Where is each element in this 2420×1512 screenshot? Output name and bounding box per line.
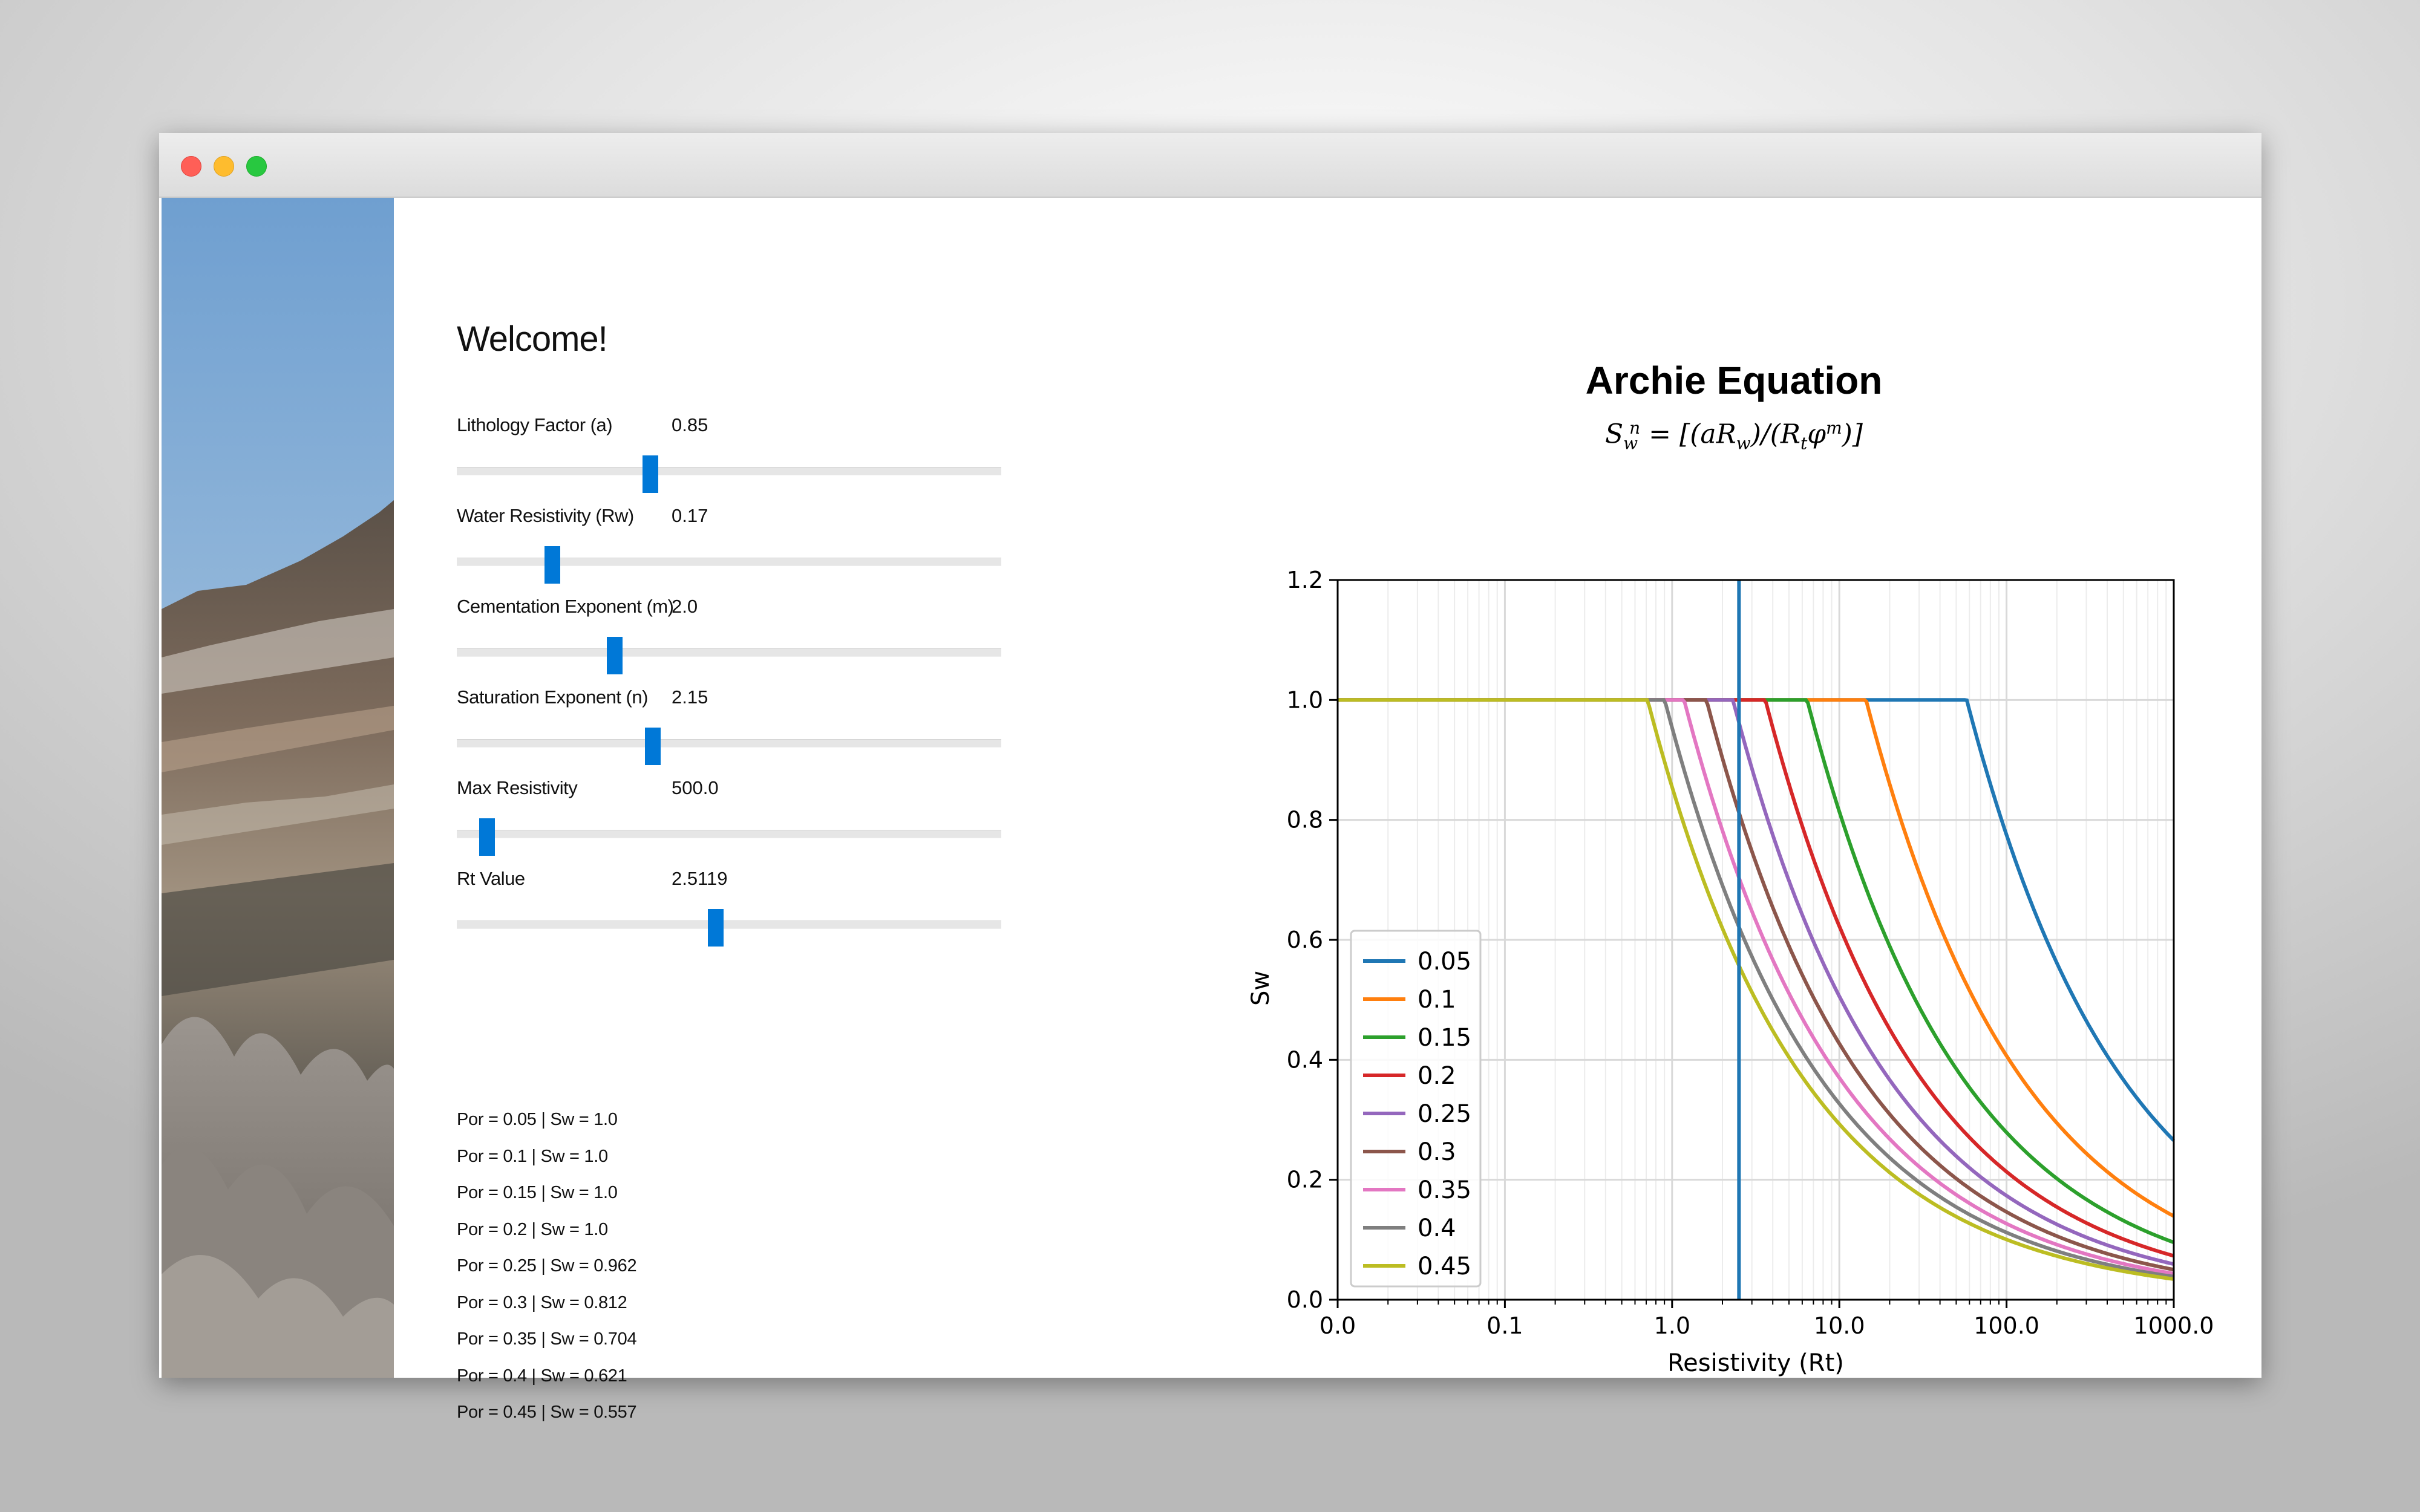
slider-value: 2.5119 xyxy=(672,868,728,889)
slider-label: Cementation Exponent (m) xyxy=(457,596,674,617)
slider-track[interactable] xyxy=(457,830,1001,838)
chart-formula: Swn = [(aRw)/(Rtφm)] xyxy=(1605,418,1863,454)
y-axis-label: Sw xyxy=(1247,971,1275,1006)
legend-label: 0.2 xyxy=(1418,1062,1456,1090)
close-window-button[interactable] xyxy=(181,156,201,177)
legend-label: 0.25 xyxy=(1418,1100,1471,1128)
slider-thumb[interactable] xyxy=(642,455,658,493)
slider-track[interactable] xyxy=(457,648,1001,657)
app-window: Welcome! Lithology Factor (a) 0.85 Water R… xyxy=(159,133,2261,1422)
slider-value: 500.0 xyxy=(672,777,719,798)
result-line: Por = 0.4 | Sw = 0.621 xyxy=(457,1366,627,1386)
legend-box xyxy=(1350,930,1482,1288)
y-tick-label: 0.0 xyxy=(1287,1286,1323,1313)
slider-water-resistivity-rw: Water Resistivity (Rw) 0.17 xyxy=(457,505,1001,584)
result-line: Por = 0.35 | Sw = 0.704 xyxy=(457,1329,637,1349)
slider-cementation-exponent-m: Cementation Exponent (m) 2.0 xyxy=(457,596,1001,674)
y-tick-label: 0.4 xyxy=(1287,1046,1323,1073)
result-line: Por = 0.05 | Sw = 1.0 xyxy=(457,1110,618,1129)
result-line: Por = 0.3 | Sw = 0.812 xyxy=(457,1292,627,1312)
slider-label: Max Resistivity xyxy=(457,777,578,798)
y-tick-label: 1.0 xyxy=(1287,686,1323,713)
welcome-heading: Welcome! xyxy=(457,319,608,359)
legend-label: 0.05 xyxy=(1418,948,1471,976)
x-tick-label: 10.0 xyxy=(1814,1312,1865,1339)
minimize-window-button[interactable] xyxy=(214,156,234,177)
y-tick-label: 0.8 xyxy=(1287,807,1323,833)
legend-label: 0.3 xyxy=(1418,1138,1456,1166)
slider-track[interactable] xyxy=(457,467,1001,475)
slider-lithology-factor-a: Lithology Factor (a) 0.85 xyxy=(457,414,1001,493)
main-content: Welcome! Lithology Factor (a) 0.85 Water R… xyxy=(394,198,2258,1422)
slider-label: Water Resistivity (Rw) xyxy=(457,505,634,526)
slider-track[interactable] xyxy=(457,558,1001,566)
result-line: Por = 0.1 | Sw = 1.0 xyxy=(457,1146,608,1166)
archie-chart: 0.0 0.1 1.0 10.0 100.0 1000.0 0.0 0.2 0.4 0.6 0.8 1… xyxy=(1247,567,2214,1377)
slider-rt-value: Rt Value 2.5119 xyxy=(457,868,1001,947)
slider-thumb[interactable] xyxy=(607,637,623,674)
slider-value: 2.15 xyxy=(672,686,708,708)
legend-label: 0.15 xyxy=(1418,1024,1471,1052)
x-tick-label: 0.0 xyxy=(1320,1312,1356,1339)
x-tick-label: 0.1 xyxy=(1486,1312,1523,1339)
slider-track[interactable] xyxy=(457,739,1001,748)
slider-track[interactable] xyxy=(457,921,1001,929)
slider-thumb[interactable] xyxy=(479,818,495,856)
landscape-photo xyxy=(162,198,394,1378)
x-tick-label: 1.0 xyxy=(1654,1312,1690,1339)
y-tick-label: 0.2 xyxy=(1287,1167,1323,1193)
result-line: Por = 0.15 | Sw = 1.0 xyxy=(457,1183,618,1202)
result-line: Por = 0.45 | Sw = 0.557 xyxy=(457,1403,637,1422)
x-tick-label: 100.0 xyxy=(1974,1312,2039,1339)
chart-title: Archie Equation xyxy=(1585,359,1883,402)
result-line: Por = 0.2 | Sw = 1.0 xyxy=(457,1219,608,1239)
slider-value: 2.0 xyxy=(672,596,698,617)
legend-label: 0.45 xyxy=(1418,1253,1471,1280)
slider-value: 0.17 xyxy=(672,505,708,526)
maximize-window-button[interactable] xyxy=(246,156,267,177)
slider-thumb[interactable] xyxy=(645,728,661,765)
slider-label: Saturation Exponent (n) xyxy=(457,686,648,708)
sidebar-landscape-image xyxy=(162,198,394,1378)
results-list: Por = 0.05 | Sw = 1.0 Por = 0.1 | Sw = 1… xyxy=(457,1110,637,1439)
legend-label: 0.1 xyxy=(1418,986,1456,1014)
slider-label: Lithology Factor (a) xyxy=(457,414,613,435)
slider-thumb[interactable] xyxy=(707,909,724,947)
legend-label: 0.4 xyxy=(1418,1214,1456,1242)
slider-saturation-exponent-n: Saturation Exponent (n) 2.15 xyxy=(457,686,1001,765)
y-tick-label: 0.6 xyxy=(1287,927,1323,953)
slider-value: 0.85 xyxy=(672,414,708,435)
x-tick-label: 1000.0 xyxy=(2134,1312,2214,1339)
legend-label: 0.35 xyxy=(1418,1176,1471,1204)
title-bar xyxy=(159,133,2261,198)
slider-max-resistivity: Max Resistivity 500.0 xyxy=(457,777,1001,856)
y-tick-label: 1.2 xyxy=(1287,567,1323,593)
result-line: Por = 0.25 | Sw = 0.962 xyxy=(457,1256,637,1276)
series-line-0.45 xyxy=(1338,698,2174,1281)
slider-thumb[interactable] xyxy=(544,546,560,584)
x-axis-label: Resistivity (Rt) xyxy=(1667,1349,1844,1377)
slider-label: Rt Value xyxy=(457,868,525,889)
